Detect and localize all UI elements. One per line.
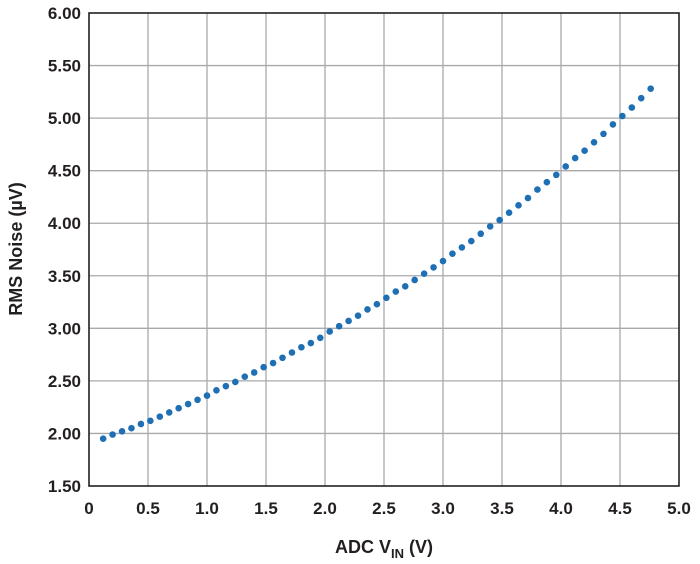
plot-frame [88,12,680,487]
data-point [373,300,381,308]
data-point [411,276,418,284]
x-axis-title-suffix: (V) [404,537,433,557]
data-point [118,428,126,435]
data-point [175,404,182,412]
data-point [619,112,626,120]
data-point [99,435,107,443]
data-point [241,373,249,380]
data-point [109,431,116,438]
data-point [392,288,400,295]
data-series [99,85,654,443]
data-point [232,378,239,386]
data-point [562,163,570,170]
data-point [401,282,409,290]
data-point [165,409,173,416]
x-tick-label: 2.5 [372,499,396,518]
data-point [345,317,352,325]
y-tick-label: 2.50 [48,372,81,391]
data-point [288,349,296,356]
data-point [458,244,466,251]
x-tick-label: 3.5 [490,499,514,518]
data-point [194,396,201,404]
data-point [637,94,645,102]
data-point [439,257,447,265]
x-tick-label: 1.5 [254,499,278,518]
x-tick-label: 4.0 [549,499,573,518]
data-point [647,85,654,92]
data-point [571,154,579,162]
data-point [364,306,371,313]
data-point [468,237,475,245]
data-point [477,230,485,238]
data-point [420,270,428,277]
x-tick-label: 5.0 [667,499,691,518]
data-point [354,312,362,320]
data-point [326,328,334,335]
data-point [449,250,456,258]
data-point [203,392,211,399]
x-tick-labels: 0 0.5 1.0 1.5 2.0 2.5 3.0 3.5 4.0 4.5 5.0 [84,499,691,518]
x-tick-label: 0 [84,499,93,518]
y-axis-title: RMS Noise (µV) [6,182,26,315]
y-tick-label: 3.00 [48,319,81,338]
y-tick-label: 6.00 [48,4,81,23]
x-axis-title: ADC VIN (V) [335,537,433,561]
grid-lines [89,13,679,486]
y-tick-label: 1.50 [48,477,81,496]
data-point [298,343,305,351]
data-point [137,420,145,428]
data-point [184,400,192,408]
data-point [316,334,324,342]
y-tick-label: 4.50 [48,162,81,181]
data-point [496,216,503,224]
data-point [213,387,220,394]
x-tick-label: 3.0 [431,499,455,518]
x-axis-title-subscript: IN [391,546,404,561]
data-point [515,202,522,209]
data-point [260,363,267,371]
data-point [430,264,437,271]
data-point [250,369,258,376]
data-point [628,104,636,111]
x-tick-label: 4.5 [608,499,632,518]
data-point [543,178,551,186]
data-point [222,382,230,390]
x-axis-title-main: ADC V [335,537,391,557]
data-point [486,223,494,230]
data-point [147,417,154,425]
x-tick-label: 2.0 [313,499,337,518]
x-tick-label: 1.0 [195,499,219,518]
data-point [524,194,532,202]
data-point [307,339,315,347]
data-point [552,171,560,179]
data-point [609,121,617,128]
data-point [269,359,277,367]
data-point [383,294,390,302]
data-point [600,130,607,138]
y-tick-labels: 1.50 2.00 2.50 3.00 3.50 4.00 4.50 5.00 5.50 6.00 [48,4,81,496]
y-tick-label: 3.50 [48,267,81,286]
data-point [279,354,286,362]
y-tick-label: 2.00 [48,424,81,443]
data-point [581,147,588,154]
x-tick-label: 0.5 [136,499,160,518]
data-point [534,186,541,193]
data-point [505,209,513,217]
data-point [590,138,598,146]
data-point [156,413,164,420]
y-tick-label: 4.00 [48,214,81,233]
data-point [128,424,135,432]
data-point [335,322,343,330]
y-tick-label: 5.00 [48,109,81,128]
y-tick-label: 5.50 [48,57,81,76]
